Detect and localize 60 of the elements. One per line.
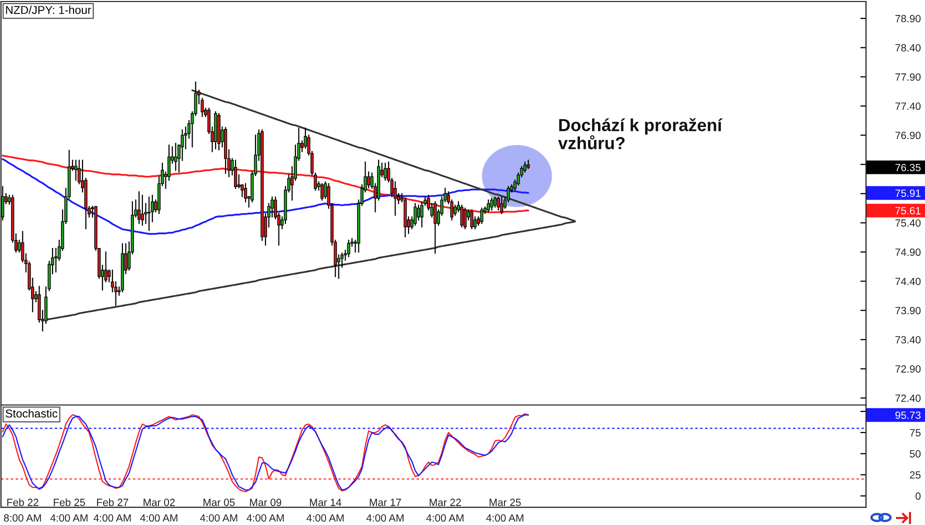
candlestick [244,183,248,202]
candlestick [500,196,504,214]
y-tick-label: 25 [910,471,921,479]
y-tick-label: 78.40 [895,44,921,52]
chart-title: Stochastic [6,409,58,418]
y-tick-label: 75.61 [895,207,920,214]
candlestick [234,160,238,189]
candlestick [490,198,494,211]
x-tick-label: Mar 02 4:00 AM [140,498,178,522]
y-tick-label: 75.40 [895,219,921,227]
x-tick-label: Feb 25 4:00 AM [50,498,88,522]
y-tick-label: 74.90 [895,248,921,256]
candlestick [320,183,324,201]
y-tick-label: 73.40 [895,336,921,344]
candlestick [454,204,457,216]
y-tick-label: 75.91 [895,190,920,197]
candlestick [138,191,141,224]
x-tick-label: Feb 27 4:00 AM [94,498,131,522]
candlestick [480,208,484,224]
x-tick-label: Mar 22 4:00 AM [426,498,464,522]
y-tick-label: 72.40 [895,394,921,402]
line-series [2,158,530,235]
candlestick [394,181,397,216]
candlestick [470,209,474,230]
y-tick-label: 77.40 [895,102,921,110]
candlestick [384,162,387,181]
candlestick [174,142,178,171]
candlestick [523,162,527,173]
candlestick [74,160,78,181]
chart-title: NZD/JPY: 1-hour [6,6,92,14]
y-tick-label: 76.90 [895,132,921,140]
candlestick [494,196,497,208]
candlestick [496,196,500,211]
y-tick-label: 50 [910,450,921,458]
y-tick-label: 0 [916,492,921,500]
y-tick-label: 73.90 [895,306,921,314]
y-tick-label: 95.73 [895,412,921,419]
y-tick-label: 77.90 [895,73,921,81]
candlestick [464,208,467,230]
y-tick-label: 74.40 [895,278,921,286]
candlestick [434,201,437,254]
candlestick [486,199,490,212]
x-tick-label: Mar 09 4:00 AM [246,498,284,522]
x-tick-label: Mar 25 4:00 AM [486,498,524,522]
y-tick-label: 72.90 [895,365,921,373]
y-tick-label: 78.90 [895,14,921,22]
candlestick [1,186,4,220]
candlestick [140,194,144,226]
x-tick-label: Mar 17 4:00 AM [366,498,404,522]
candlestick [367,171,370,188]
x-tick-label: Feb 22 8:00 AM [4,498,41,522]
y-tick-label: 75 [910,429,921,436]
candlestick [416,204,420,220]
candlestick [347,240,350,258]
candlestick [460,204,464,228]
x-tick-label: Mar 05 4:00 AM [200,498,238,522]
candlestick [414,202,417,226]
annotation: Dochází k proražení vzhůru? [558,118,723,150]
y-tick-label: 76.35 [895,164,921,172]
x-tick-label: Mar 14 4:00 AM [306,498,344,522]
